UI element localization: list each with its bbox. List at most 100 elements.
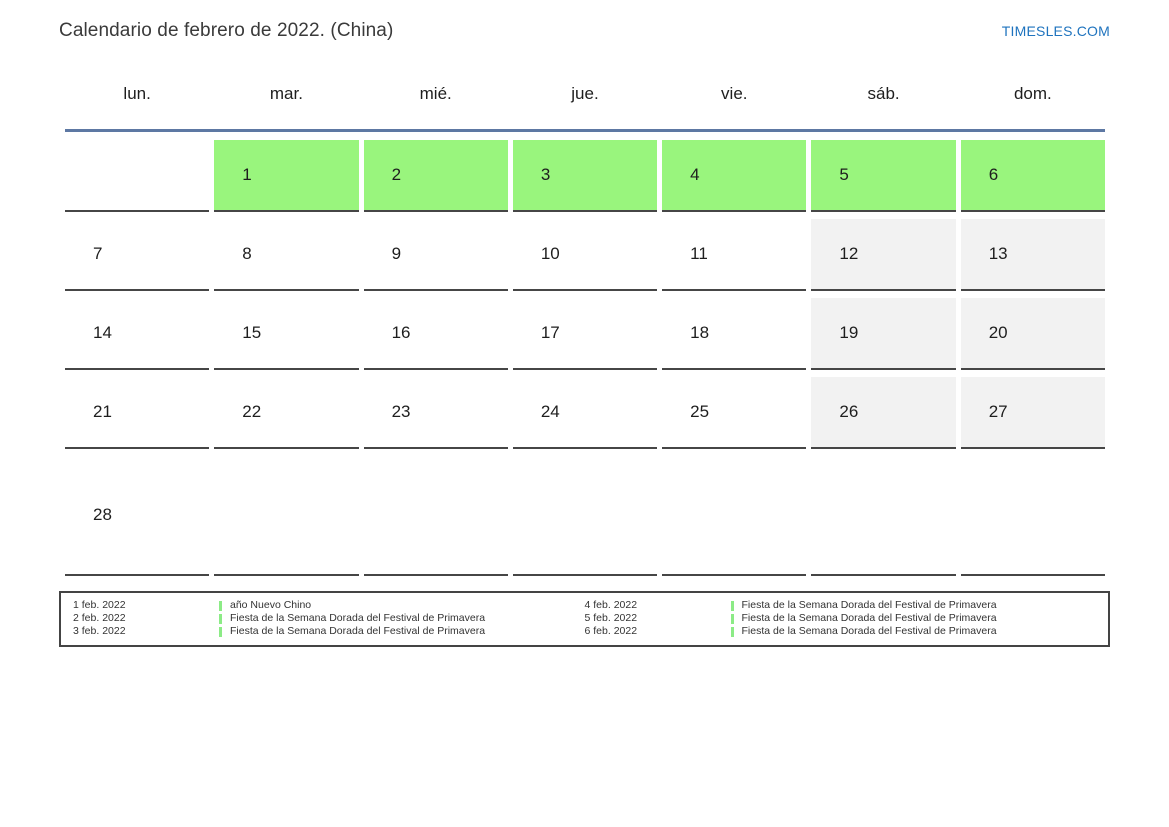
- calendar-day-cell: 27: [960, 377, 1105, 449]
- day-number: 28: [93, 505, 112, 524]
- day-number: 16: [391, 323, 411, 342]
- legend-item: 1 feb. 2022 año Nuevo Chino: [73, 599, 585, 612]
- calendar-day-cell: 17: [512, 298, 658, 370]
- calendar-day-cell: 19: [811, 298, 956, 370]
- day-number: 25: [690, 402, 710, 421]
- day-number: 6: [988, 165, 999, 184]
- calendar-empty-cell: [65, 140, 210, 212]
- legend-date: 3 feb. 2022: [73, 625, 126, 637]
- legend-date: 1 feb. 2022: [73, 599, 126, 611]
- day-number: 23: [391, 402, 411, 421]
- day-number: 22: [242, 402, 262, 421]
- day-number: 24: [540, 402, 560, 421]
- day-number: 10: [540, 244, 560, 263]
- calendar-day-cell: 4: [662, 140, 807, 212]
- legend-column-2: 4 feb. 2022 Fiesta de la Semana Dorada de…: [585, 599, 1097, 638]
- calendar-empty-cell: [811, 456, 956, 576]
- legend-item: 2 feb. 2022 Fiesta de la Semana Dorada de…: [73, 612, 585, 625]
- calendar-day-cell: 24: [512, 377, 658, 449]
- calendar-day-cell: 5: [811, 140, 956, 212]
- calendar-day-cell: 15: [214, 298, 359, 370]
- day-number: 26: [839, 402, 859, 421]
- calendar-day-cell: 18: [662, 298, 807, 370]
- calendar-empty-cell: [662, 456, 807, 576]
- day-number: 21: [93, 402, 112, 421]
- legend-date: 2 feb. 2022: [73, 612, 126, 624]
- legend-item: 4 feb. 2022 Fiesta de la Semana Dorada de…: [585, 599, 1097, 612]
- legend-item: 6 feb. 2022 Fiesta de la Semana Dorada de…: [585, 625, 1097, 638]
- calendar-page: Calendario de febrero de 2022. (China) T…: [0, 0, 1169, 647]
- holiday-marker-icon: [730, 626, 734, 637]
- holiday-marker-icon: [219, 626, 222, 637]
- calendar-empty-cell: [960, 456, 1105, 576]
- legend-holiday-name: Fiesta de la Semana Dorada del Festival …: [230, 612, 486, 624]
- day-number: 7: [93, 244, 103, 263]
- day-number: 8: [242, 244, 252, 263]
- day-number: 5: [839, 165, 849, 184]
- day-number: 17: [540, 323, 560, 342]
- weekday-header-mie: mié.: [419, 84, 452, 103]
- calendar-day-cell: 21: [65, 377, 210, 449]
- legend-holiday-name: Fiesta de la Semana Dorada del Festival …: [230, 625, 486, 637]
- calendar-empty-cell: [214, 456, 359, 576]
- holiday-marker-icon: [730, 613, 734, 624]
- calendar-day-cell: 11: [662, 219, 807, 291]
- calendar-day-cell: 26: [811, 377, 956, 449]
- calendar-day-cell: 3: [512, 140, 658, 212]
- calendar-day-cell: 13: [960, 219, 1105, 291]
- calendar-grid: 1 2 3 4 5 6 7 8 9 10 11 12 13 14 15 16 17 18 19 20 21 22 23 24 2…: [65, 140, 1105, 576]
- weekday-header-mar: mar.: [269, 84, 303, 103]
- calendar-day-cell: 25: [662, 377, 807, 449]
- weekday-row: lun. mar. mié. jue. vie. sáb. dom.: [65, 44, 1105, 132]
- day-number: 2: [391, 165, 402, 184]
- holiday-marker-icon: [219, 613, 222, 624]
- legend-date: 6 feb. 2022: [584, 625, 638, 637]
- holiday-marker-icon: [219, 600, 222, 611]
- day-number: 13: [988, 244, 1008, 263]
- calendar-day-cell: 14: [65, 298, 210, 370]
- weekday-header-sab: sáb.: [867, 84, 900, 103]
- day-number: 1: [242, 165, 252, 184]
- legend-column-1: 1 feb. 2022 año Nuevo Chino 2 feb. 2022 Fie…: [73, 599, 585, 638]
- weekday-header-vie: vie.: [721, 84, 748, 103]
- day-number: 4: [690, 165, 700, 184]
- calendar-day-cell: 12: [811, 219, 956, 291]
- calendar-day-cell: 22: [214, 377, 359, 449]
- calendar-day-cell: 20: [960, 298, 1105, 370]
- weekday-header-jue: jue.: [571, 84, 599, 103]
- day-number: 27: [988, 402, 1008, 421]
- calendar-day-cell: 9: [363, 219, 508, 291]
- legend-holiday-name: Fiesta de la Semana Dorada del Festival …: [741, 599, 997, 611]
- weekday-header-lun: lun.: [123, 84, 151, 103]
- holiday-marker-icon: [730, 600, 734, 611]
- holiday-legend: 1 feb. 2022 año Nuevo Chino 2 feb. 2022 Fie…: [59, 591, 1110, 647]
- page-title: Calendario de febrero de 2022. (China): [59, 20, 394, 41]
- legend-item: 5 feb. 2022 Fiesta de la Semana Dorada de…: [585, 612, 1097, 625]
- calendar-day-cell: 6: [960, 140, 1105, 212]
- legend-holiday-name: Fiesta de la Semana Dorada del Festival …: [741, 625, 997, 637]
- calendar-day-cell: 8: [214, 219, 359, 291]
- legend-date: 4 feb. 2022: [584, 599, 638, 611]
- day-number: 15: [242, 323, 262, 342]
- legend-date: 5 feb. 2022: [584, 612, 638, 624]
- day-number: 14: [93, 323, 112, 342]
- day-number: 19: [839, 323, 859, 342]
- day-number: 11: [690, 244, 708, 263]
- day-number: 18: [690, 323, 710, 342]
- day-number: 9: [391, 244, 402, 263]
- calendar-day-cell: 7: [65, 219, 210, 291]
- topbar: Calendario de febrero de 2022. (China) T…: [0, 0, 1169, 44]
- calendar-day-cell: 23: [363, 377, 508, 449]
- legend-holiday-name: año Nuevo Chino: [230, 599, 312, 611]
- brand-link[interactable]: TIMESLES.COM: [1001, 23, 1110, 39]
- calendar-day-cell: 2: [363, 140, 508, 212]
- day-number: 3: [540, 165, 551, 184]
- day-number: 12: [839, 244, 859, 263]
- calendar-day-cell: 10: [512, 219, 658, 291]
- legend-item: 3 feb. 2022 Fiesta de la Semana Dorada de…: [73, 625, 585, 638]
- legend-holiday-name: Fiesta de la Semana Dorada del Festival …: [741, 612, 997, 624]
- calendar-day-cell: 1: [214, 140, 359, 212]
- calendar-empty-cell: [363, 456, 508, 576]
- calendar-day-cell: 28: [65, 456, 210, 576]
